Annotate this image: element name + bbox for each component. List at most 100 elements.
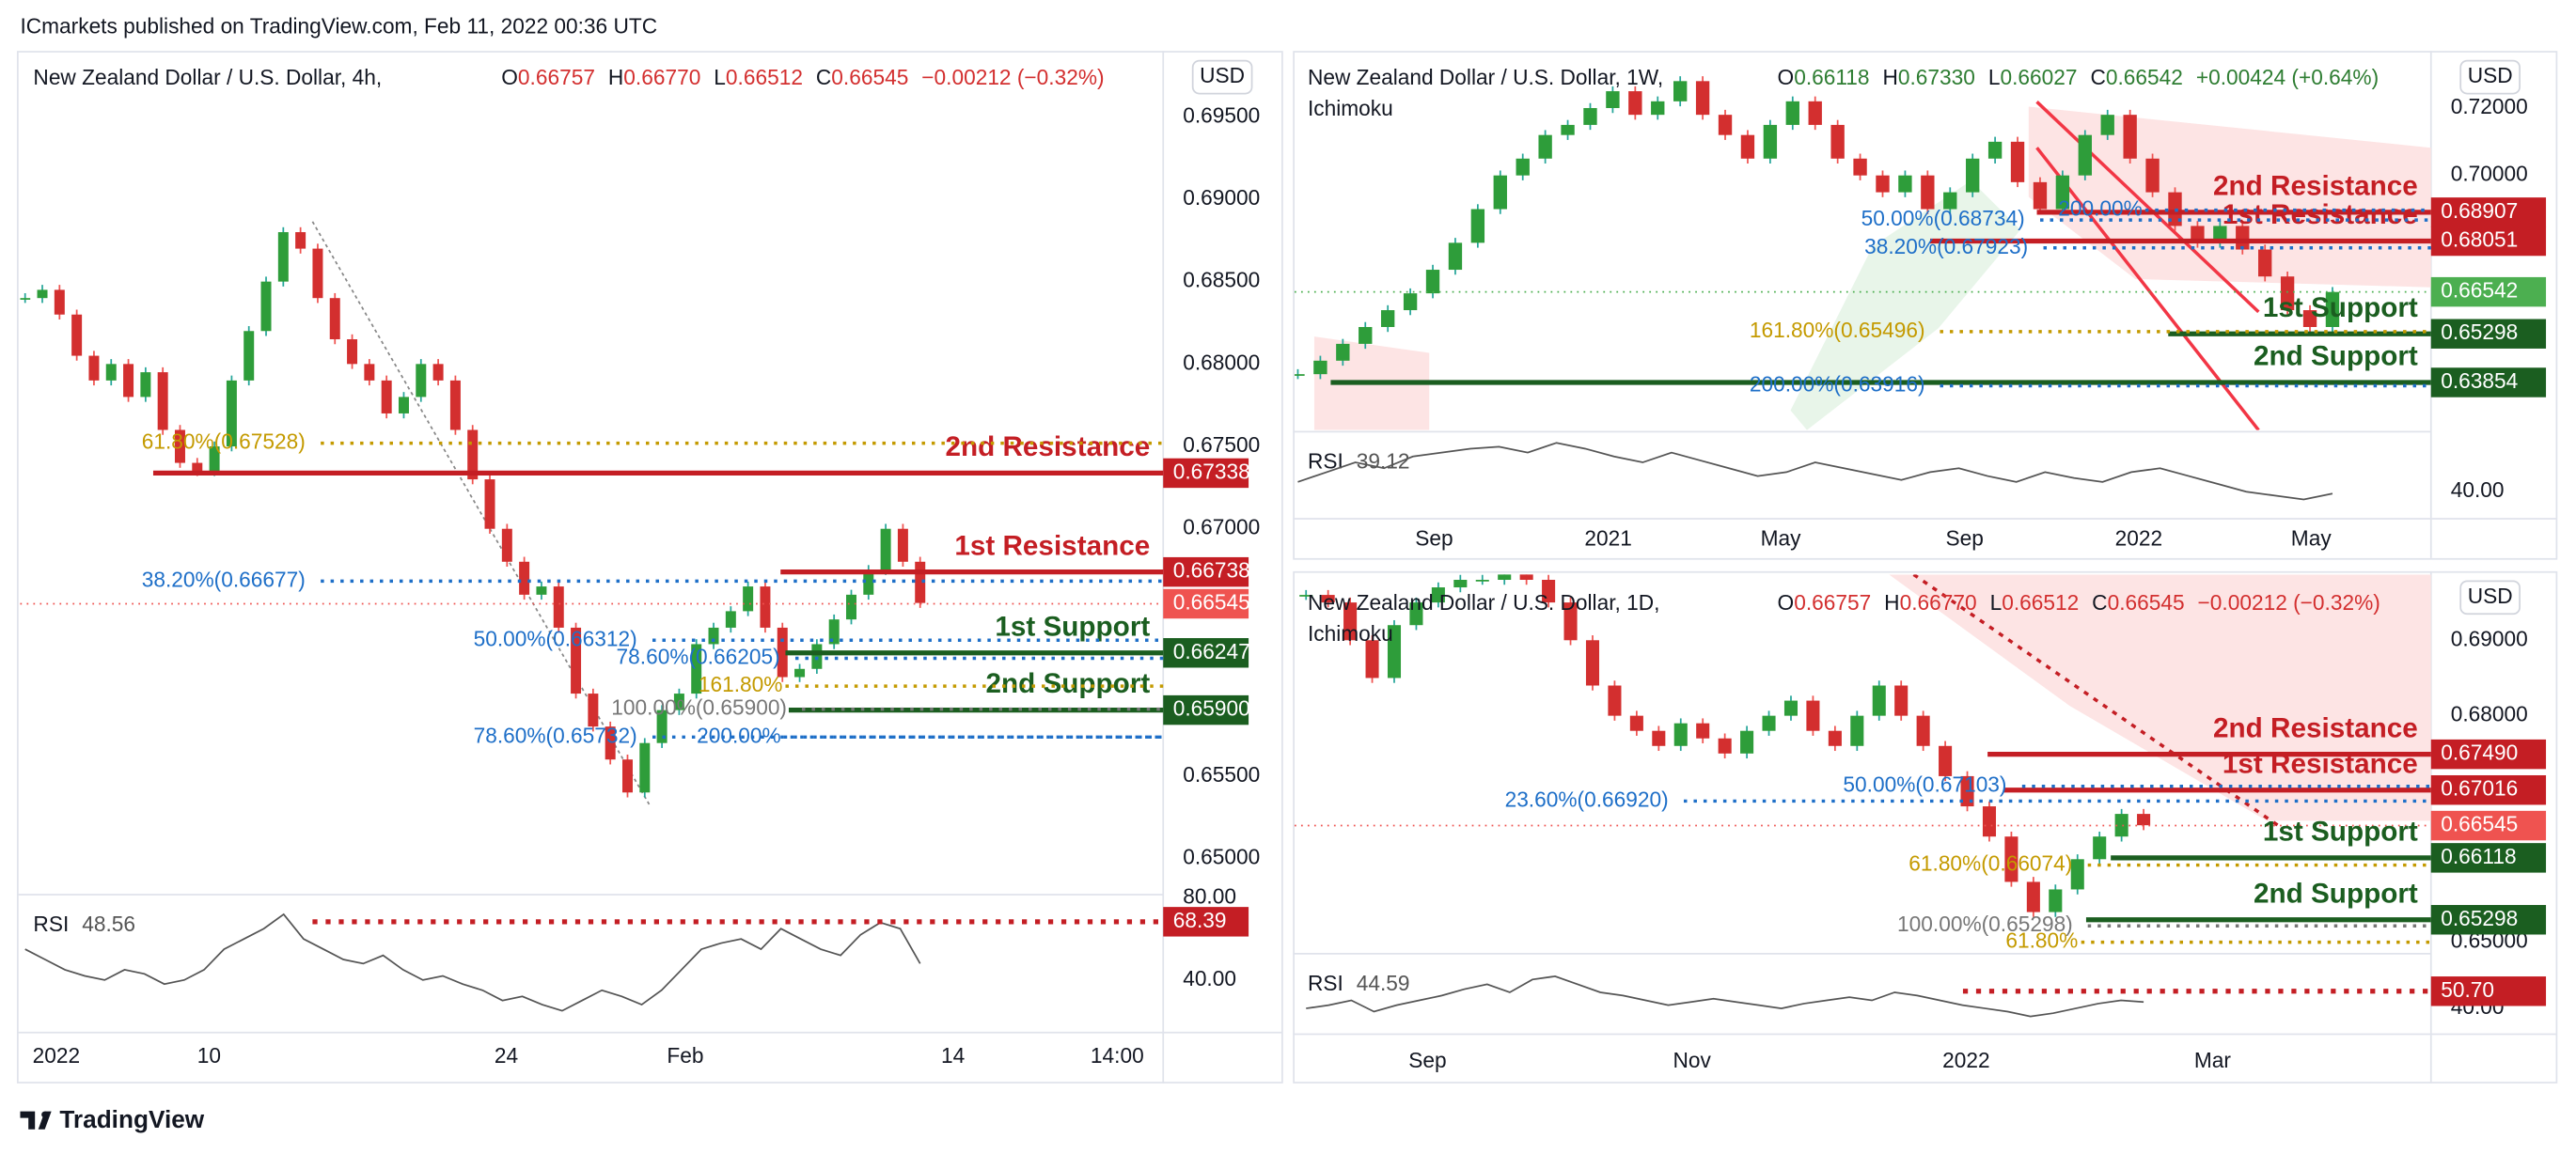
- candle: [2213, 226, 2227, 243]
- ohlc-value: 0.66545: [2108, 590, 2185, 615]
- candle: [1806, 700, 1820, 731]
- candle: [777, 627, 788, 678]
- candle: [845, 594, 856, 620]
- candle: [1387, 625, 1402, 678]
- rsi-tick-label: 40.00: [2451, 477, 2505, 502]
- candle: [1629, 715, 1643, 731]
- x-tick-label: Sep: [1415, 526, 1453, 551]
- candle: [1343, 602, 1358, 641]
- ichimoku-cloud: [1889, 574, 2431, 831]
- ohlc-key: C: [816, 65, 831, 89]
- candle: [1696, 723, 1710, 739]
- level-name: 1st Resistance: [954, 530, 1150, 561]
- candle: [347, 339, 358, 365]
- fib-label: 161.80%(0.65496): [1750, 318, 1925, 342]
- last-price-label: 0.66542: [2441, 278, 2518, 303]
- ohlc-value: 0.66118: [1794, 65, 1869, 89]
- y-tick-label: 0.72000: [2451, 94, 2528, 118]
- candle: [605, 726, 616, 760]
- symbol-title: New Zealand Dollar / U.S. Dollar, 1W,: [1308, 65, 1663, 89]
- rsi-value: 48.56: [82, 912, 135, 936]
- last-price-box: [2430, 810, 2547, 841]
- candle: [1740, 134, 1755, 159]
- candle: [226, 380, 237, 447]
- ohlc-key: C: [2091, 65, 2106, 89]
- candle: [1673, 723, 1688, 746]
- fib-label: 200.00%: [2058, 196, 2143, 221]
- rsi-title: RSI 44.59: [1308, 971, 1410, 995]
- candle: [1359, 326, 1373, 344]
- candle: [1651, 101, 1665, 116]
- candle: [88, 355, 100, 381]
- indicator-name: Ichimoku: [1308, 96, 1393, 120]
- x-tick-label: 2022: [1942, 1048, 1989, 1072]
- candle: [329, 298, 340, 340]
- ohlc-value: 0.66770: [623, 65, 700, 89]
- candle: [1785, 101, 1799, 125]
- candle: [897, 528, 908, 562]
- ohlc-key: C: [2092, 590, 2107, 615]
- candle: [2093, 836, 2107, 860]
- last-price-box: [1163, 588, 1249, 619]
- candle: [1380, 310, 1395, 327]
- x-tick-label: May: [2291, 526, 2333, 551]
- candle: [1830, 124, 1845, 159]
- x-tick-label: 2021: [1584, 526, 1631, 551]
- fib-label: 50.00%(0.67103): [1843, 772, 2006, 797]
- level-box: [2430, 739, 2547, 770]
- level-label: 0.67490: [2441, 741, 2518, 765]
- candles: [20, 226, 926, 798]
- candle: [1608, 685, 1622, 716]
- candle: [243, 331, 255, 381]
- rsi-line: [1306, 975, 2144, 1018]
- candle: [1673, 81, 1688, 101]
- y-tick-label: 0.68500: [1183, 268, 1260, 292]
- rsi-level-box: [1163, 907, 1249, 937]
- level-box: [1163, 458, 1249, 489]
- ohlc-key: O: [501, 65, 518, 89]
- candle: [1966, 158, 1980, 193]
- candle: [381, 380, 392, 413]
- candle: [794, 668, 806, 678]
- publish-header: ICmarkets published on TradingView.com, …: [20, 14, 657, 39]
- x-tick-label: 24: [495, 1043, 518, 1068]
- candle: [2302, 310, 2317, 327]
- candle: [2191, 226, 2205, 243]
- candle: [2055, 175, 2070, 210]
- tradingview-logo: [20, 1111, 52, 1130]
- ohlc-value: 0.66027: [2001, 65, 2078, 89]
- candle: [105, 364, 117, 381]
- rsi-tick-label: 40.00: [1183, 966, 1236, 990]
- level-box: [2430, 905, 2547, 935]
- ohlc: O0.66757 H0.66770 L0.66512 C0.66545 −0.00212…: [1778, 590, 2380, 615]
- ohlc-key: O: [1778, 590, 1795, 615]
- candle: [1894, 685, 1908, 716]
- ohlc-key: H: [1883, 65, 1898, 89]
- y-tick-label: 0.65500: [1183, 762, 1260, 787]
- candle: [571, 627, 582, 694]
- candle: [37, 289, 48, 299]
- candle: [1425, 270, 1440, 294]
- candle: [1718, 115, 1733, 135]
- candle: [673, 694, 684, 710]
- candle: [432, 364, 444, 381]
- candle: [639, 742, 651, 793]
- level-label: 0.65900: [1173, 696, 1250, 721]
- candle: [277, 232, 289, 282]
- candle: [828, 619, 840, 645]
- level-label: 0.67338: [1173, 459, 1250, 483]
- candle: [1876, 175, 1890, 193]
- ohlc-value: 0.66545: [831, 65, 908, 89]
- candle: [1916, 715, 1930, 746]
- candle: [157, 372, 168, 430]
- fib-label: 161.80%: [699, 672, 783, 696]
- x-tick-label: Sep: [1408, 1048, 1446, 1072]
- currency: USD: [1200, 63, 1245, 87]
- ohlc-key: L: [1988, 65, 2001, 89]
- rsi-line: [1297, 442, 2333, 501]
- candle: [1294, 374, 1305, 376]
- candle: [1475, 580, 1489, 582]
- candle: [1583, 107, 1597, 125]
- candle: [1585, 640, 1600, 686]
